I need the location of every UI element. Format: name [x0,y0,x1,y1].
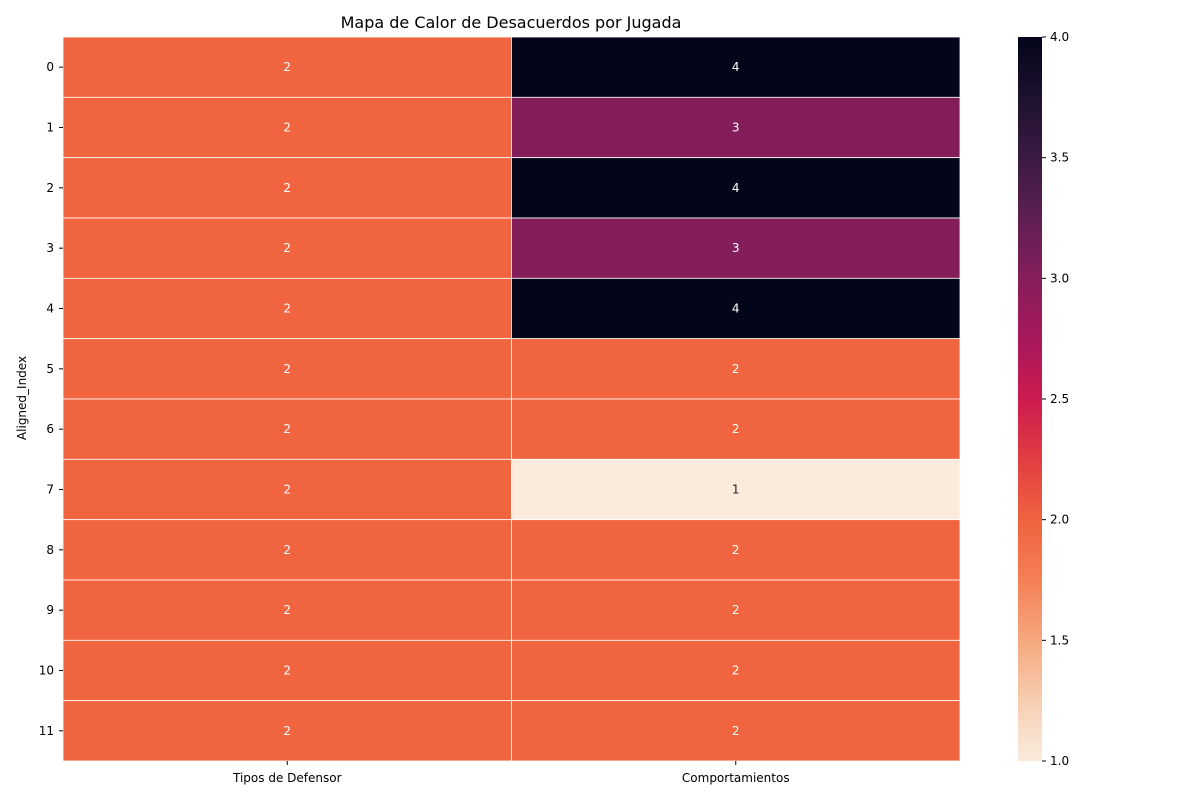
y-tick-label: 7 [46,483,54,497]
heatmap-cell [511,458,961,521]
heatmap-cell [511,36,961,98]
y-tick-label: 4 [46,302,54,316]
cell-value-label: 2 [283,302,291,316]
y-tick-label: 3 [46,241,54,255]
colorbar-tick-label: 2.0 [1050,513,1069,527]
heatmap-cell [62,519,512,581]
heatmap-cell [62,398,512,460]
heatmap-cells: 2 4 2 3 2 4 2 3 2 4 2 2 2 2 2 1 2 2 2 2 2 2 2 2 [62,36,961,762]
x-tick-label: Tipos de Defensor [232,771,342,785]
colorbar-ticks: 1.0 1.5 2.0 2.5 3.0 3.5 4.0 [1042,30,1069,768]
heatmap-cell [511,579,961,641]
heatmap-cell [62,579,512,641]
y-tick-label: 0 [46,60,54,74]
x-axis-ticks: Tipos de Defensor Comportamientos [232,761,790,785]
cell-value-label: 2 [732,603,740,617]
cell-value-label: 2 [732,724,740,738]
cell-value-label: 2 [283,543,291,557]
colorbar-tick-label: 2.5 [1050,392,1069,406]
heatmap-cell [62,458,512,521]
heatmap-cell [511,217,961,279]
heatmap-cell [62,96,512,159]
heatmap-cell [62,157,512,219]
heatmap-cell [62,700,512,762]
cell-value-label: 4 [732,60,740,74]
cell-value-label: 2 [283,241,291,255]
cell-value-label: 3 [732,121,740,135]
cell-value-label: 2 [283,483,291,497]
heatmap-cell [511,519,961,581]
cell-value-label: 2 [732,543,740,557]
y-axis-label: Aligned_Index [15,356,29,440]
heatmap-cell [511,277,961,340]
cell-value-label: 2 [283,724,291,738]
y-tick-label: 9 [46,603,54,617]
cell-value-label: 2 [283,362,291,376]
colorbar-tick-label: 3.0 [1050,271,1069,285]
cell-value-label: 2 [283,603,291,617]
y-tick-label: 1 [46,121,54,135]
colorbar [1018,37,1042,761]
heatmap-cell [62,639,512,702]
y-tick-label: 8 [46,543,54,557]
heatmap-cell [511,338,961,400]
cell-value-label: 2 [283,664,291,678]
cell-value-label: 2 [732,362,740,376]
x-tick-label: Comportamientos [682,771,790,785]
y-tick-label: 10 [39,664,54,678]
cell-value-label: 3 [732,241,740,255]
colorbar-tick-label: 1.0 [1050,754,1069,768]
heatmap-cell [62,36,512,98]
heatmap-cell [511,639,961,702]
cell-value-label: 2 [283,422,291,436]
colorbar-tick-label: 1.5 [1050,633,1069,647]
y-tick-label: 5 [46,362,54,376]
y-tick-label: 11 [39,724,54,738]
cell-value-label: 1 [732,483,740,497]
heatmap-cell [511,157,961,219]
heatmap-cell [511,96,961,159]
cell-value-label: 2 [732,422,740,436]
y-tick-label: 6 [46,422,54,436]
y-tick-label: 2 [46,181,54,195]
chart-title: Mapa de Calor de Desacuerdos por Jugada [341,13,682,32]
cell-value-label: 4 [732,181,740,195]
colorbar-tick-label: 4.0 [1050,30,1069,44]
cell-value-label: 2 [283,60,291,74]
heatmap-cell [511,398,961,460]
cell-value-label: 2 [732,664,740,678]
colorbar-tick-label: 3.5 [1050,151,1069,165]
y-axis-ticks: 0 1 2 3 4 5 6 7 8 9 10 11 [39,60,63,738]
cell-value-label: 4 [732,302,740,316]
heatmap-cell [511,700,961,762]
cell-value-label: 2 [283,121,291,135]
cell-value-label: 2 [283,181,291,195]
